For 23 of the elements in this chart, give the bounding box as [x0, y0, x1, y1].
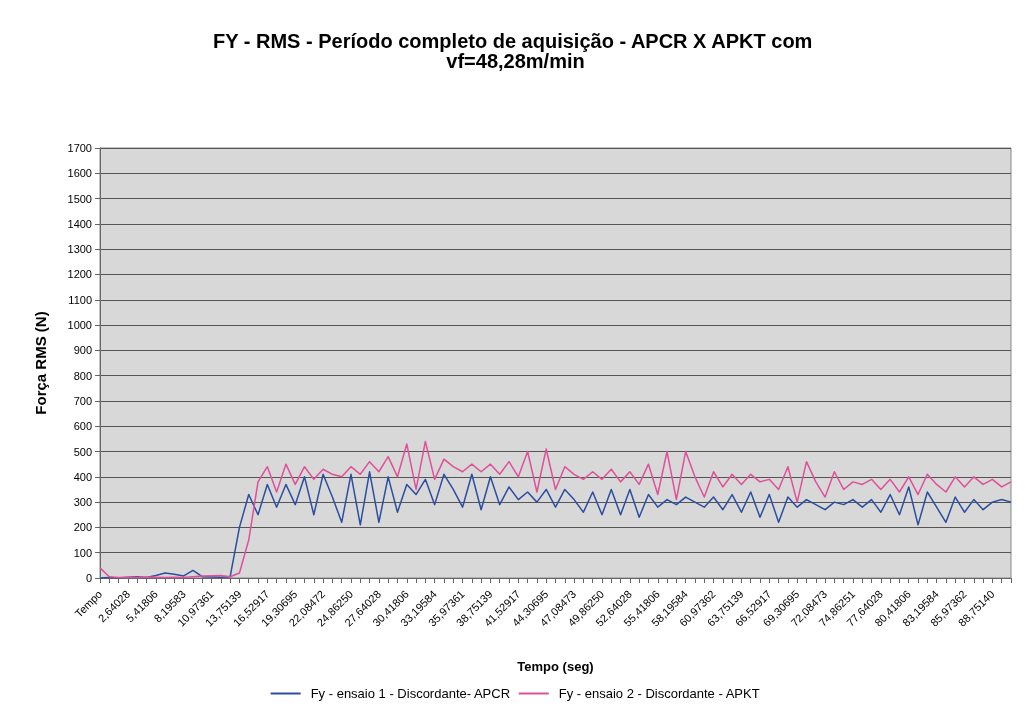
y-tick-label: 200	[73, 521, 92, 534]
y-tick-label: 1400	[67, 217, 92, 230]
legend-label: Fy - ensaio 1 - Discordante- APCR	[310, 686, 511, 701]
y-tick-label: 800	[73, 369, 92, 382]
y-tick-label: 1200	[67, 268, 92, 281]
y-tick-label: 500	[73, 445, 92, 458]
y-tick-label: 1500	[67, 192, 92, 205]
y-axis-title: Força RMS (N)	[32, 311, 49, 415]
y-tick-label: 600	[73, 420, 92, 433]
y-tick-label: 1300	[67, 243, 92, 256]
y-tick-label: 0	[85, 572, 92, 584]
y-tick-label: 700	[73, 394, 92, 407]
chart-title: FY - RMS - Período completo de aquisição - APCR X APKT com vf=48,28m/min	[213, 30, 818, 72]
x-axis-title: Tempo (seg)	[517, 659, 594, 674]
y-tick-label: 1600	[67, 167, 92, 180]
y-tick-label: 1700	[67, 142, 92, 154]
y-tick-label: 900	[73, 344, 92, 357]
y-tick-label: 1100	[68, 293, 92, 306]
legend-label: Fy - ensaio 2 - Discordante - APKT	[558, 686, 760, 701]
y-tick-label: 300	[73, 496, 92, 509]
y-tick-label: 100	[73, 546, 92, 559]
y-tick-label: 1000	[67, 319, 92, 332]
y-tick-label: 400	[73, 470, 92, 483]
